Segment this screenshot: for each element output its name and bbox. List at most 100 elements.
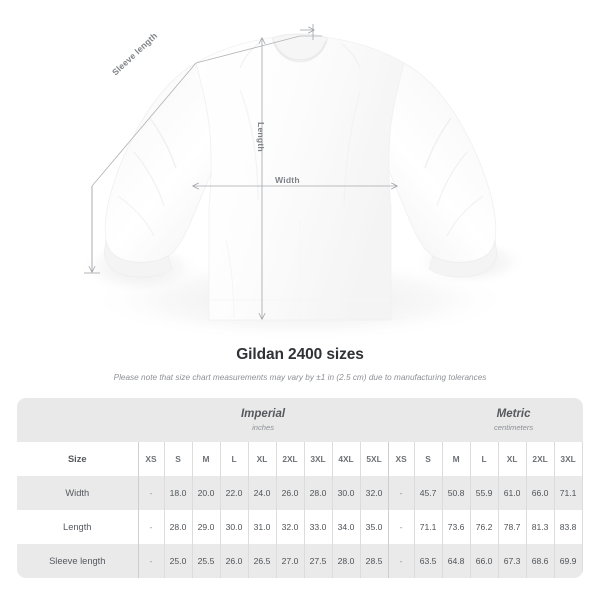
unit-system-imperial-name: Imperial — [240, 407, 286, 420]
table-row: Width - 18.0 20.0 22.0 24.0 26.0 28.0 30… — [17, 476, 583, 510]
cell-length-metric-3xl: 83.8 — [553, 510, 583, 544]
left-shoulder-seam — [239, 43, 259, 69]
cell-width-imperial-5xl: 32.0 — [359, 476, 389, 510]
tolerance-note: Please note that size chart measurements… — [113, 373, 487, 382]
cell-length-imperial-s: 28.0 — [163, 510, 192, 544]
cell-width-imperial-2xl: 26.0 — [275, 476, 304, 510]
cell-width-imperial-xs: - — [137, 476, 164, 510]
cell-length-imperial-5xl: 35.0 — [359, 510, 389, 544]
header-size-label: Size — [17, 442, 138, 476]
cell-width-metric-l: 55.9 — [469, 476, 499, 510]
cell-width-metric-3xl: 71.1 — [553, 476, 583, 510]
cell-length-imperial-xl: 31.0 — [247, 510, 276, 544]
header-imperial-5xl: 5XL — [359, 442, 389, 476]
right-sleeve-fold-2 — [436, 151, 468, 207]
cell-length-metric-l: 76.2 — [469, 510, 499, 544]
cell-sleeve-imperial-4xl: 28.0 — [331, 544, 360, 578]
header-imperial-4xl: 4XL — [331, 442, 360, 476]
cell-width-imperial-l: 22.0 — [219, 476, 248, 510]
cell-sleeve-metric-3xl: 69.9 — [553, 544, 583, 578]
cell-length-imperial-m: 29.0 — [191, 510, 220, 544]
row-label-length: Length — [17, 510, 138, 544]
unit-system-metric-name: Metric — [496, 407, 531, 420]
header-imperial-s: S — [163, 442, 192, 476]
row-label-sleeve-length: Sleeve length — [17, 544, 138, 578]
header-imperial-l: L — [219, 442, 248, 476]
cell-width-metric-m: 50.8 — [441, 476, 471, 510]
cell-sleeve-imperial-l: 26.0 — [219, 544, 248, 578]
left-sleeve-fold-3 — [117, 195, 155, 237]
cell-length-imperial-2xl: 32.0 — [275, 510, 304, 544]
row-label-width: Width — [17, 476, 138, 510]
table-row: Sleeve length - 25.0 25.5 26.0 26.5 27.0… — [17, 544, 583, 578]
page-title: Gildan 2400 sizes — [236, 346, 364, 363]
cell-sleeve-metric-xl: 67.3 — [497, 544, 527, 578]
header-imperial-3xl: 3XL — [303, 442, 332, 476]
cell-length-metric-4xl: 86.4 — [581, 510, 583, 544]
cell-sleeve-metric-l: 66.0 — [469, 544, 499, 578]
left-cuff — [103, 239, 173, 278]
title-block: Gildan 2400 sizes Please note that size … — [0, 346, 600, 382]
cell-sleeve-imperial-xs: - — [137, 544, 164, 578]
right-sleeve-fold-3 — [446, 195, 484, 237]
cell-width-metric-2xl: 66.0 — [525, 476, 555, 510]
cell-length-imperial-4xl: 34.0 — [331, 510, 360, 544]
cell-width-imperial-3xl: 28.0 — [303, 476, 332, 510]
cell-sleeve-metric-2xl: 68.6 — [525, 544, 555, 578]
cell-width-metric-xl: 61.0 — [497, 476, 527, 510]
cell-sleeve-imperial-3xl: 27.5 — [303, 544, 332, 578]
cell-sleeve-imperial-m: 25.5 — [191, 544, 220, 578]
cell-length-metric-s: 71.1 — [413, 510, 443, 544]
size-chart-table: Imperial inches Metric centimeters Size … — [17, 398, 583, 578]
cell-length-metric-2xl: 81.3 — [525, 510, 555, 544]
left-sleeve-fold-2 — [133, 151, 165, 207]
cell-width-metric-xs: - — [387, 476, 415, 510]
unit-system-imperial-sub: inches — [252, 423, 275, 433]
size-chart-table-container: Imperial inches Metric centimeters Size … — [17, 398, 583, 578]
cell-sleeve-metric-m: 64.8 — [441, 544, 471, 578]
header-metric-xl: XL — [497, 442, 527, 476]
table-row: Length - 28.0 29.0 30.0 31.0 32.0 33.0 3… — [17, 510, 583, 544]
cell-width-imperial-4xl: 30.0 — [331, 476, 360, 510]
unit-system-metric-sub: centimeters — [493, 423, 534, 433]
header-imperial-m: M — [191, 442, 220, 476]
cell-length-imperial-l: 30.0 — [219, 510, 248, 544]
cell-sleeve-metric-xs: - — [387, 544, 415, 578]
right-shoulder-seam — [341, 43, 361, 69]
width-label: Width — [275, 175, 300, 185]
cell-length-metric-m: 73.6 — [441, 510, 471, 544]
header-metric-m: M — [441, 442, 471, 476]
cell-width-imperial-xl: 24.0 — [247, 476, 276, 510]
header-metric-xs: XS — [387, 442, 415, 476]
header-metric-l: L — [469, 442, 499, 476]
body-fold-2 — [343, 91, 361, 207]
collar-ribbing — [273, 40, 327, 61]
header-metric-2xl: 2XL — [525, 442, 555, 476]
cell-length-imperial-xs: - — [137, 510, 164, 544]
header-imperial-xs: XS — [137, 442, 164, 476]
garment-svg — [78, 24, 528, 340]
right-sleeve-fold-1 — [424, 117, 452, 169]
left-sleeve-fold-1 — [149, 117, 177, 169]
cell-length-metric-xs: - — [387, 510, 415, 544]
header-imperial-2xl: 2XL — [275, 442, 304, 476]
cell-width-imperial-s: 18.0 — [163, 476, 192, 510]
cell-sleeve-metric-s: 63.5 — [413, 544, 443, 578]
cell-width-imperial-m: 20.0 — [191, 476, 220, 510]
cell-sleeve-imperial-xl: 26.5 — [247, 544, 276, 578]
body-fold-4 — [225, 239, 235, 319]
cell-length-metric-xl: 78.7 — [497, 510, 527, 544]
unit-system-imperial: Imperial inches — [138, 398, 389, 442]
unit-system-metric: Metric centimeters — [388, 398, 583, 442]
unit-system-band: Imperial inches Metric centimeters — [17, 398, 583, 442]
garment-illustration: Sleeve length Length Width — [78, 24, 528, 340]
header-metric-s: S — [413, 442, 443, 476]
cell-width-metric-s: 45.7 — [413, 476, 443, 510]
cell-sleeve-imperial-5xl: 28.5 — [359, 544, 389, 578]
cell-sleeve-imperial-2xl: 27.0 — [275, 544, 304, 578]
header-imperial-xl: XL — [247, 442, 276, 476]
body-fold-5 — [367, 237, 377, 319]
header-metric-4xl: 4XL — [581, 442, 583, 476]
cell-sleeve-imperial-s: 25.0 — [163, 544, 192, 578]
